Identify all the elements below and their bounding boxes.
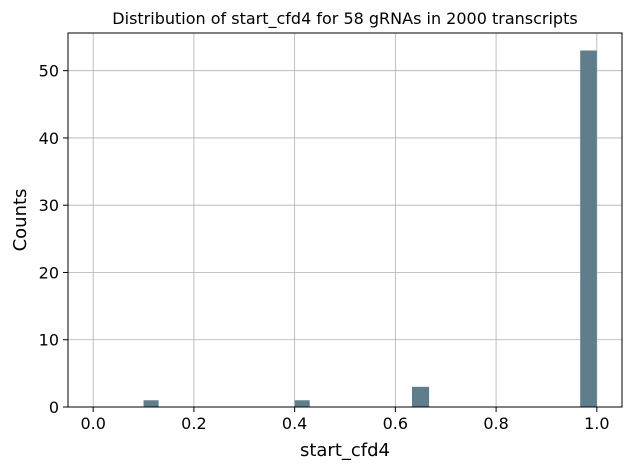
y-tick-label-4: 40	[39, 129, 59, 148]
y-tick-label-2: 20	[39, 263, 59, 282]
x-tick-label-1: 0.2	[181, 414, 206, 433]
chart-title: Distribution of start_cfd4 for 58 gRNAs …	[112, 9, 577, 29]
histogram-bar-1	[294, 400, 310, 407]
y-axis-label: Counts	[10, 189, 31, 252]
x-axis-label: start_cfd4	[300, 440, 390, 461]
histogram-bars	[143, 50, 597, 408]
plot-frame	[67, 32, 623, 408]
y-tick-label-3: 30	[39, 196, 59, 215]
grid-lines	[68, 33, 622, 408]
y-tick-label-5: 50	[39, 62, 59, 81]
y-tick-label-1: 10	[39, 331, 59, 350]
histogram-bar-2	[411, 386, 430, 407]
x-tick-label-5: 1.0	[584, 414, 609, 433]
x-tick-label-4: 0.8	[483, 414, 508, 433]
x-tick-label-0: 0.0	[80, 414, 105, 433]
x-tick-label-2: 0.4	[282, 414, 307, 433]
histogram-bar-3	[580, 50, 597, 408]
x-axis-ticks: 0.0 0.2 0.4 0.6 0.8 1.0	[80, 407, 610, 433]
y-axis-ticks: 0 10 20 30 40 50	[39, 62, 68, 417]
x-tick-label-3: 0.6	[383, 414, 408, 433]
histogram-bar-0	[143, 400, 159, 407]
y-tick-label-0: 0	[49, 398, 59, 417]
